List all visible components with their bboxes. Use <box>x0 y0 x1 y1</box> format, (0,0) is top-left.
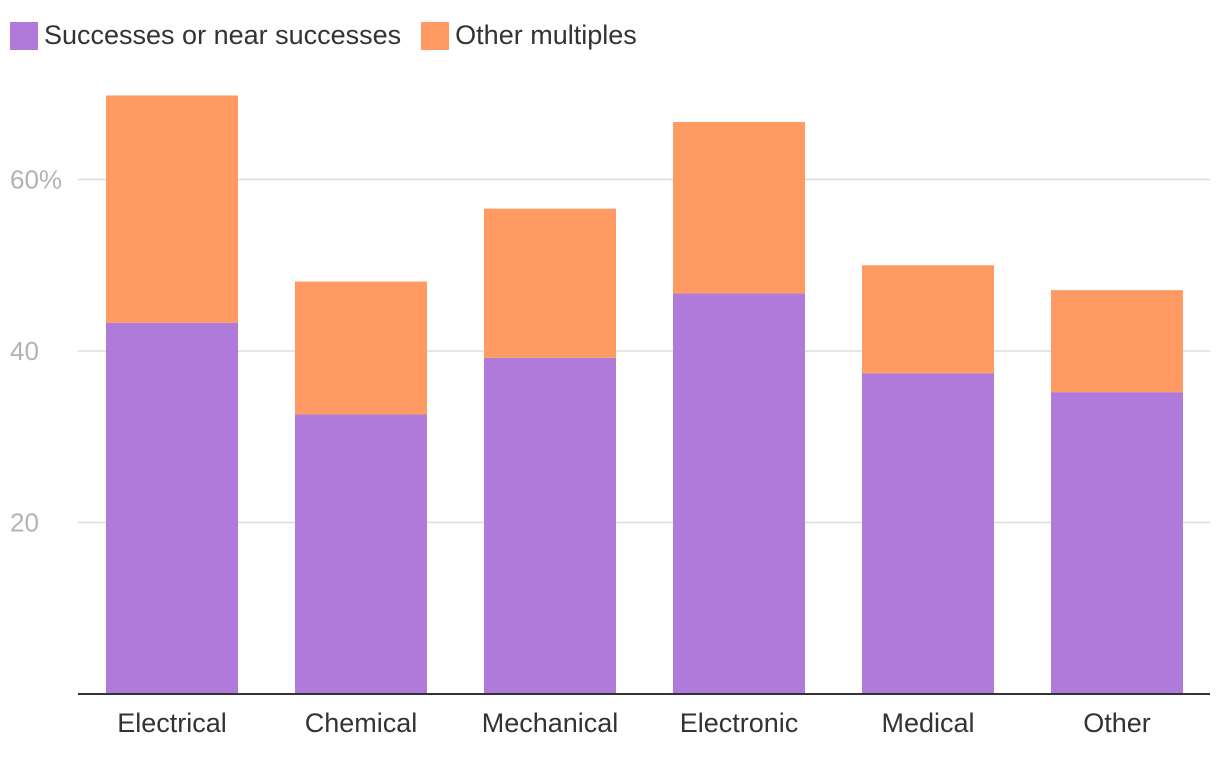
legend-swatch-other-multiples <box>421 21 450 50</box>
y-tick-label-20: 20 <box>10 508 39 538</box>
bar-medical-other-multiples <box>862 265 994 374</box>
x-tick-label-electronic: Electronic <box>680 708 799 738</box>
x-tick-label-other: Other <box>1083 708 1151 738</box>
bars <box>106 95 1183 694</box>
gridlines <box>78 178 1210 524</box>
legend: Successes or near successes Other multip… <box>10 20 657 51</box>
bar-mechanical-successes <box>484 357 616 694</box>
y-tick-label-60: 60% <box>10 165 62 195</box>
legend-item-successes: Successes or near successes <box>10 20 401 51</box>
bar-other-other-multiples <box>1051 290 1183 393</box>
bar-electronic-successes <box>673 293 805 694</box>
legend-swatch-successes <box>10 21 38 50</box>
legend-item-other-multiples: Other multiples <box>421 20 637 51</box>
bar-chemical-other-multiples <box>295 281 427 415</box>
x-tick-label-electrical: Electrical <box>117 708 227 738</box>
bar-other-successes <box>1051 392 1183 694</box>
y-tick-label-40: 40 <box>10 336 39 366</box>
x-tick-label-mechanical: Mechanical <box>482 708 619 738</box>
labels: 20 40 60% Electrical Chemical Mechanical Elect… <box>10 165 1210 738</box>
x-tick-label-medical: Medical <box>881 708 974 738</box>
legend-label-successes: Successes or near successes <box>44 20 402 50</box>
bar-electrical-successes <box>106 322 238 694</box>
bar-medical-successes <box>862 373 994 694</box>
bar-electronic-other-multiples <box>673 122 805 294</box>
bar-mechanical-other-multiples <box>484 208 616 358</box>
bar-chemical-successes <box>295 414 427 694</box>
x-tick-label-chemical: Chemical <box>305 708 418 738</box>
legend-label-other-multiples: Other multiples <box>455 20 637 50</box>
bar-electrical-other-multiples <box>106 95 238 323</box>
